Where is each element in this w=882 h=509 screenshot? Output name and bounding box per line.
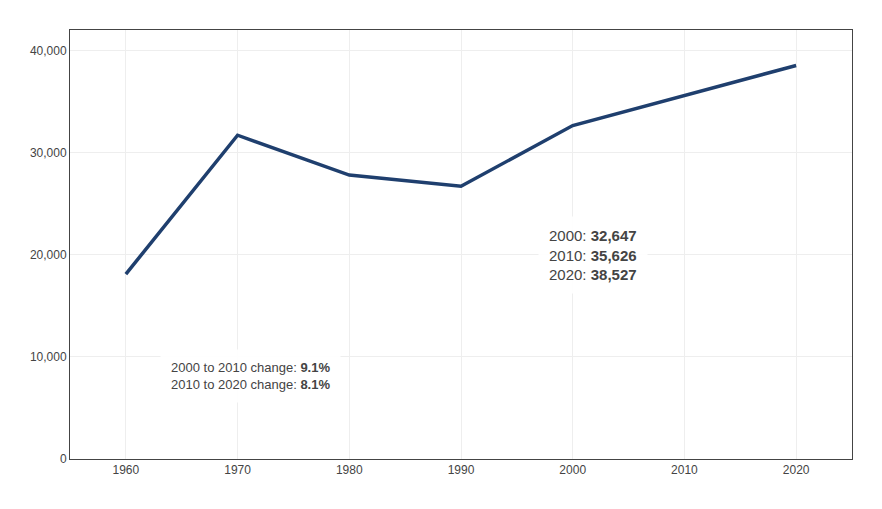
- svg-text:1970: 1970: [224, 463, 251, 477]
- svg-text:2000: 32,6472010: 35,6262020:: 2000: 32,6472010: 35,6262020: 38,527: [549, 227, 637, 283]
- svg-text:20,000: 20,000: [30, 248, 67, 262]
- svg-text:1980: 1980: [336, 463, 363, 477]
- svg-text:0: 0: [60, 452, 67, 466]
- svg-text:2010: 2010: [671, 463, 698, 477]
- svg-text:2000 to 2010 change: 9.1%2010: 2000 to 2010 change: 9.1%2010 to 2020 ch…: [171, 360, 330, 392]
- svg-text:1960: 1960: [113, 463, 140, 477]
- svg-text:1990: 1990: [448, 463, 475, 477]
- svg-text:30,000: 30,000: [30, 146, 67, 160]
- svg-text:2000: 2000: [559, 463, 586, 477]
- svg-text:40,000: 40,000: [30, 44, 67, 58]
- svg-text:10,000: 10,000: [30, 350, 67, 364]
- svg-text:2020: 2020: [783, 463, 810, 477]
